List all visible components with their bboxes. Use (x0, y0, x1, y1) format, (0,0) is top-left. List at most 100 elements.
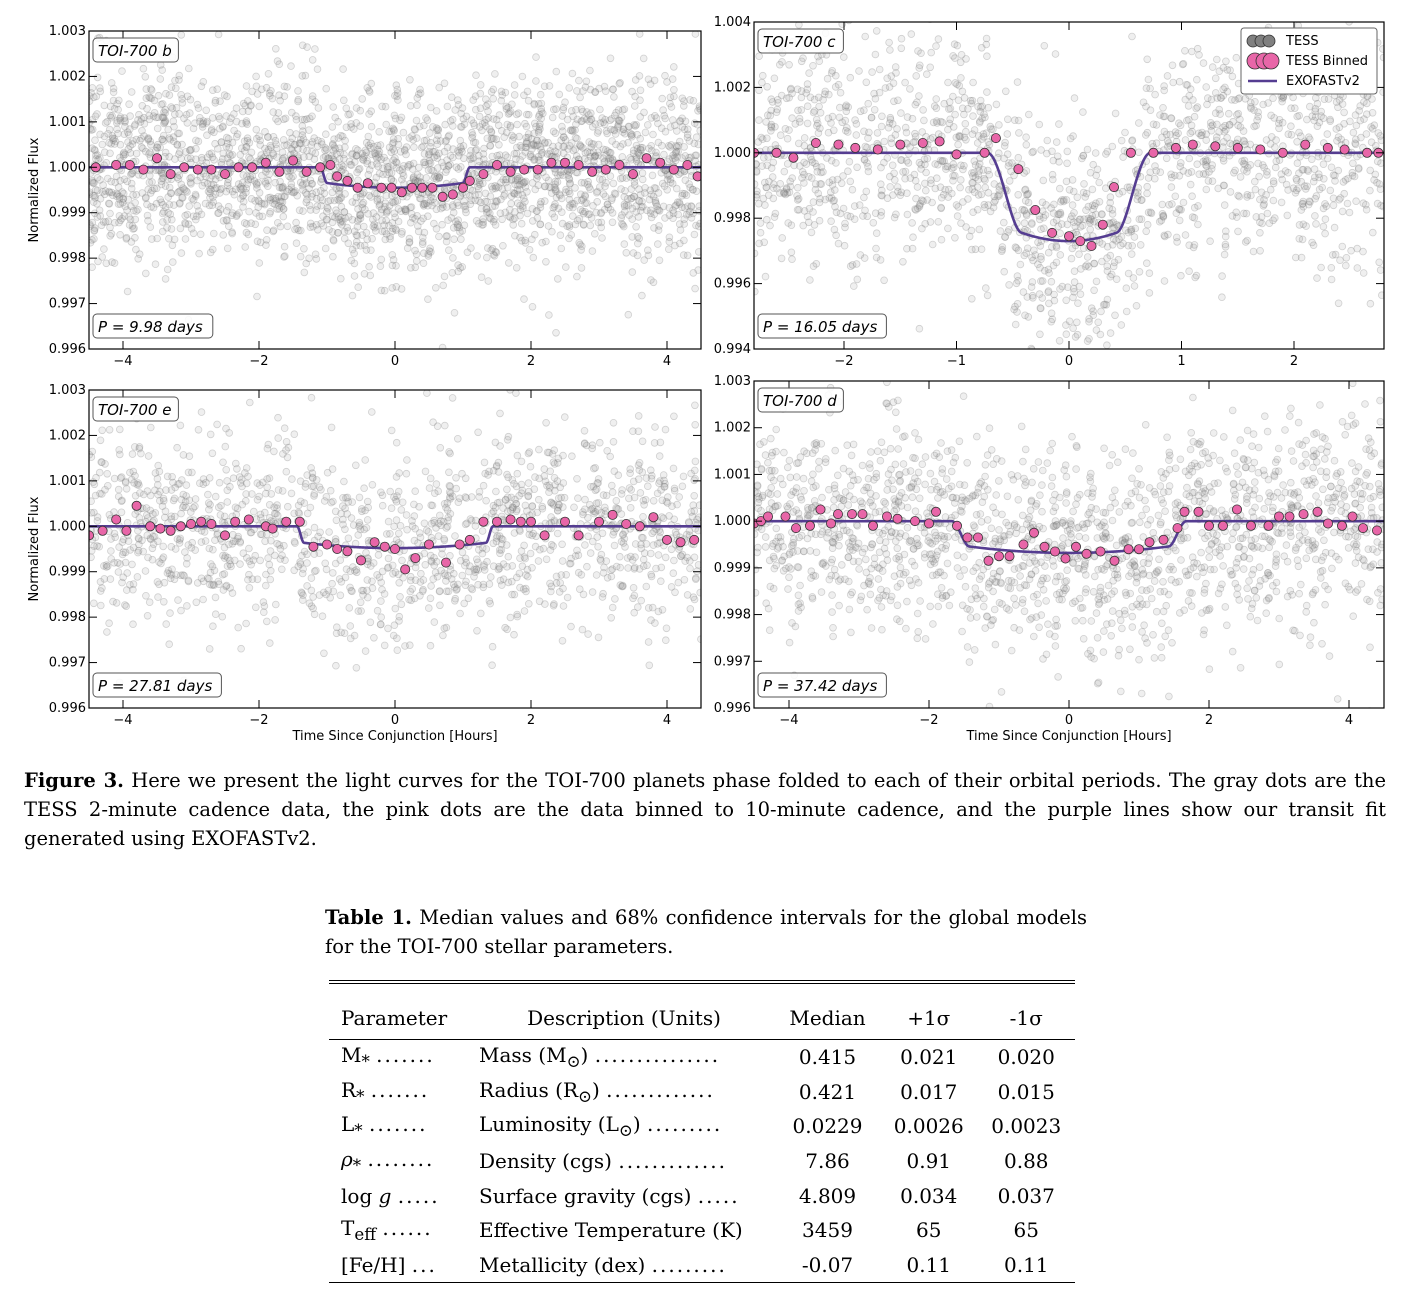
raw-point (610, 93, 618, 101)
raw-point (552, 153, 560, 161)
raw-point (438, 343, 447, 349)
raw-point (307, 140, 316, 149)
raw-point (772, 108, 781, 116)
raw-point (211, 99, 220, 107)
raw-point (458, 104, 467, 112)
raw-point (336, 274, 345, 283)
raw-point (280, 242, 289, 251)
raw-point (1318, 183, 1326, 192)
raw-point (550, 600, 558, 608)
raw-point (655, 222, 663, 230)
raw-point (535, 110, 544, 119)
raw-point (376, 141, 385, 149)
raw-point (545, 82, 554, 90)
raw-point (458, 571, 467, 580)
raw-point (1199, 59, 1208, 67)
raw-point (689, 97, 698, 105)
raw-point (161, 182, 170, 190)
raw-point (767, 164, 776, 172)
raw-point (1076, 215, 1085, 224)
raw-point (170, 235, 179, 244)
raw-point (956, 58, 965, 67)
binned-point (437, 191, 448, 202)
raw-point (158, 135, 167, 144)
raw-point (181, 211, 190, 220)
raw-point (497, 96, 506, 105)
raw-point (597, 218, 606, 227)
raw-point (175, 187, 183, 196)
raw-point (913, 183, 922, 191)
raw-point (846, 262, 855, 271)
raw-point (308, 180, 317, 188)
raw-point (1330, 223, 1339, 232)
raw-point (683, 125, 692, 134)
raw-point (1310, 165, 1319, 174)
raw-point (142, 94, 151, 102)
raw-point (121, 150, 129, 159)
raw-point (932, 174, 941, 183)
raw-point (446, 117, 455, 125)
raw-point (643, 246, 652, 255)
raw-point (433, 154, 442, 162)
raw-point (516, 233, 524, 242)
x-tick-label: 0 (391, 354, 399, 369)
raw-point (960, 162, 968, 170)
raw-point (569, 146, 578, 155)
raw-point (229, 474, 238, 483)
raw-point (243, 172, 251, 181)
raw-point (380, 641, 389, 650)
raw-point (1014, 116, 1023, 125)
raw-point (949, 172, 957, 180)
raw-point (432, 124, 441, 132)
binned-point (1322, 142, 1333, 153)
raw-point (211, 175, 220, 184)
raw-point (1342, 261, 1350, 270)
raw-point (1109, 262, 1118, 271)
raw-point (587, 115, 596, 124)
raw-point (669, 209, 678, 218)
raw-point (399, 162, 408, 170)
raw-point (912, 72, 920, 80)
raw-point (382, 230, 391, 238)
raw-point (1106, 193, 1115, 201)
raw-point (289, 188, 298, 197)
raw-point (161, 118, 169, 127)
raw-point (648, 171, 657, 180)
raw-point (1045, 299, 1053, 308)
raw-point (1184, 102, 1193, 110)
raw-point (1163, 72, 1172, 80)
raw-point (122, 233, 131, 242)
raw-point (594, 140, 603, 149)
raw-point (264, 133, 272, 141)
raw-point (616, 142, 625, 151)
raw-point (192, 192, 200, 200)
raw-point (178, 140, 186, 149)
raw-point (186, 146, 194, 154)
raw-point (785, 61, 793, 69)
raw-point (164, 193, 173, 201)
raw-point (367, 193, 375, 201)
raw-point (361, 456, 370, 464)
binned-point (478, 169, 489, 180)
raw-point (932, 104, 941, 112)
raw-point (252, 134, 261, 143)
raw-point (321, 244, 330, 253)
raw-point (1119, 239, 1127, 248)
raw-point (537, 198, 545, 206)
raw-point (350, 259, 359, 268)
raw-point (1083, 261, 1091, 269)
raw-point (897, 109, 905, 117)
raw-point (522, 133, 530, 142)
raw-point (628, 268, 637, 276)
raw-point (1360, 98, 1368, 106)
raw-point (1220, 201, 1229, 209)
raw-point (183, 210, 192, 219)
raw-point (211, 190, 220, 199)
raw-point (362, 229, 371, 237)
raw-point (426, 248, 435, 256)
raw-point (967, 245, 976, 254)
raw-point (602, 151, 610, 159)
raw-data-points (89, 390, 701, 689)
raw-point (240, 219, 249, 227)
raw-point (530, 119, 539, 128)
